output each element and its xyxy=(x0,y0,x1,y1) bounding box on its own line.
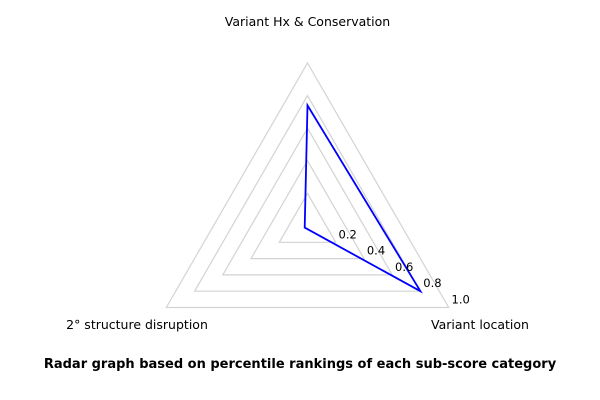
grid-ring xyxy=(165,61,450,309)
tick-label: 1.0 xyxy=(452,293,470,307)
grid-ring xyxy=(249,159,366,260)
grid-ring xyxy=(278,192,337,243)
grid-ring xyxy=(221,127,394,276)
tick-label: 0.4 xyxy=(367,244,385,258)
grid-ring xyxy=(193,94,422,292)
figure-caption: Radar graph based on percentile rankings… xyxy=(43,357,557,372)
axis-label: Variant location xyxy=(431,317,529,332)
tick-label: 0.8 xyxy=(423,276,441,290)
tick-label: 0.2 xyxy=(339,227,357,241)
tick-label: 0.6 xyxy=(395,260,413,274)
axis-label: Variant Hx & Conservation xyxy=(225,14,390,29)
axis-label: 2° structure disruption xyxy=(66,317,208,332)
data-polygon xyxy=(303,102,423,294)
